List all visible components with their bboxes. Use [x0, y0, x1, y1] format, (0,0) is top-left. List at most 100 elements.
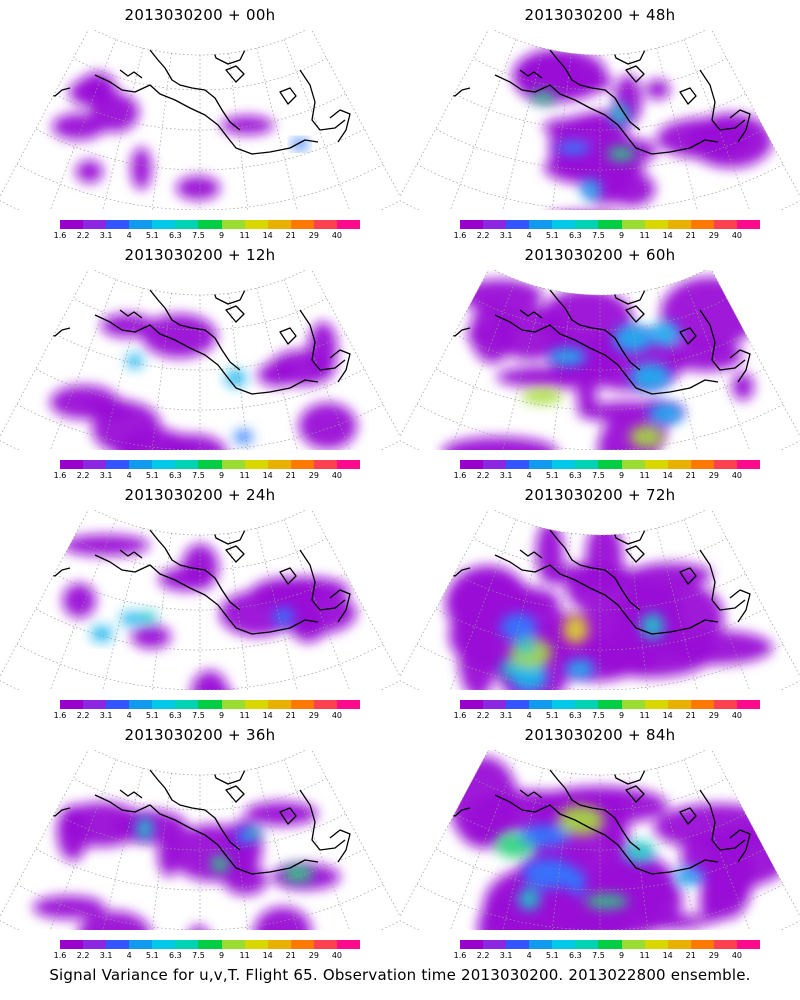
legend-label: 9	[618, 231, 625, 240]
legend-label: 21	[285, 711, 296, 720]
legend-swatch	[644, 220, 668, 229]
legend-swatch	[129, 460, 153, 469]
legend-swatch	[221, 220, 245, 229]
legend-swatch	[106, 940, 130, 949]
legend-swatch	[483, 940, 507, 949]
legend-label: 40	[731, 231, 743, 240]
legend-label: 21	[685, 711, 696, 720]
legend-label: 5.1	[545, 471, 559, 480]
legend-swatch	[175, 940, 199, 949]
legend-label: 14	[662, 711, 673, 720]
legend-labels: 1.6 2.2 3.1 4 5.1 6.3 7.5 9 11 14 21 29 40	[54, 231, 360, 243]
legend-swatch	[644, 700, 668, 709]
legend-label: 2.2	[76, 231, 90, 240]
legend-swatch	[175, 700, 199, 709]
legend-swatch	[106, 700, 130, 709]
legend-label: 14	[662, 471, 673, 480]
legend-swatch	[83, 700, 107, 709]
color-legend: 1.6 2.2 3.1 4 5.1 6.3 7.5 9 11 14 21 29 40	[454, 940, 761, 966]
legend-swatch	[598, 460, 622, 469]
legend-label: 9	[218, 711, 225, 720]
map-panel-84h: 2013030200 + 84h 1.6 2.2 3.1 4 5.1 6.3 7.5 9 11 1…	[400, 720, 800, 960]
legend-swatch	[198, 940, 222, 949]
panel-title: 2013030200 + 12h	[124, 246, 276, 264]
panel-title: 2013030200 + 72h	[524, 486, 676, 504]
legend-label: 2.2	[76, 951, 90, 960]
legend-label: 3.1	[99, 471, 113, 480]
legend-label: 9	[218, 231, 225, 240]
legend-swatch	[598, 700, 622, 709]
legend-swatch	[621, 700, 645, 709]
legend-swatch	[267, 220, 291, 229]
legend-swatch	[713, 220, 737, 229]
legend-label: 14	[262, 231, 273, 240]
legend-swatch	[336, 700, 361, 709]
legend-swatch	[736, 700, 761, 709]
legend-swatch	[460, 220, 484, 229]
legend-label: 1.6	[453, 711, 467, 720]
legend-labels: 1.6 2.2 3.1 4 5.1 6.3 7.5 9 11 14 21 29 40	[454, 711, 760, 723]
legend-color-bar	[460, 700, 761, 709]
legend-swatch	[198, 460, 222, 469]
legend-swatch	[529, 220, 553, 229]
legend-label: 11	[639, 231, 650, 240]
legend-swatch	[175, 460, 199, 469]
legend-swatch	[529, 460, 553, 469]
legend-label: 2.2	[476, 951, 490, 960]
legend-label: 3.1	[99, 711, 113, 720]
legend-label: 7.5	[192, 951, 205, 960]
legend-label: 1.6	[453, 231, 467, 240]
legend-swatch	[483, 700, 507, 709]
legend-label: 3.1	[499, 711, 513, 720]
legend-label: 11	[239, 951, 250, 960]
legend-swatch	[106, 460, 130, 469]
legend-swatch	[60, 700, 84, 709]
legend-label: 6.3	[569, 951, 582, 960]
legend-swatch	[736, 940, 761, 949]
legend-label: 4	[526, 471, 532, 480]
legend-label: 5.1	[145, 231, 159, 240]
legend-color-bar	[460, 940, 761, 949]
legend-swatch	[667, 220, 691, 229]
legend-swatch	[690, 700, 714, 709]
legend-swatch	[290, 940, 314, 949]
legend-label: 21	[285, 951, 296, 960]
legend-swatch	[621, 220, 645, 229]
legend-label: 29	[308, 951, 319, 960]
legend-label: 40	[731, 711, 743, 720]
legend-swatch	[552, 460, 576, 469]
legend-label: 1.6	[453, 951, 467, 960]
legend-label: 21	[685, 951, 696, 960]
legend-swatch	[83, 220, 107, 229]
legend-label: 6.3	[169, 231, 182, 240]
legend-swatch	[290, 700, 314, 709]
legend-swatch	[221, 940, 245, 949]
panel-title: 2013030200 + 60h	[524, 246, 676, 264]
legend-label: 6.3	[169, 951, 182, 960]
panel-title: 2013030200 + 36h	[124, 726, 276, 744]
legend-swatch	[667, 460, 691, 469]
legend-label: 1.6	[53, 471, 67, 480]
legend-labels: 1.6 2.2 3.1 4 5.1 6.3 7.5 9 11 14 21 29 40	[54, 711, 360, 723]
legend-labels: 1.6 2.2 3.1 4 5.1 6.3 7.5 9 11 14 21 29 40	[54, 951, 360, 963]
map-panel-72h: 2013030200 + 72h 1.6 2.2 3.1 4 5.1 6.3 7.5 9 11 1…	[400, 480, 800, 720]
legend-swatch	[336, 460, 361, 469]
legend-label: 4	[526, 231, 532, 240]
legend-color-bar	[460, 220, 761, 229]
legend-swatch	[667, 940, 691, 949]
legend-label: 21	[285, 471, 296, 480]
legend-label: 11	[239, 471, 250, 480]
legend-swatch	[313, 220, 337, 229]
figure-caption: Signal Variance for u,v,T. Flight 65. Ob…	[49, 966, 751, 984]
legend-label: 7.5	[592, 231, 605, 240]
legend-swatch	[129, 220, 153, 229]
legend-swatch	[152, 220, 176, 229]
panel-title: 2013030200 + 48h	[524, 6, 676, 24]
legend-color-bar	[60, 220, 361, 229]
map-panel-60h: 2013030200 + 60h 1.6 2.2 3.1 4 5.1 6.3 7.5 9 11 1…	[400, 240, 800, 480]
legend-swatch	[83, 460, 107, 469]
legend-swatch	[552, 940, 576, 949]
legend-swatch	[290, 460, 314, 469]
legend-label: 11	[639, 951, 650, 960]
legend-swatch	[221, 460, 245, 469]
